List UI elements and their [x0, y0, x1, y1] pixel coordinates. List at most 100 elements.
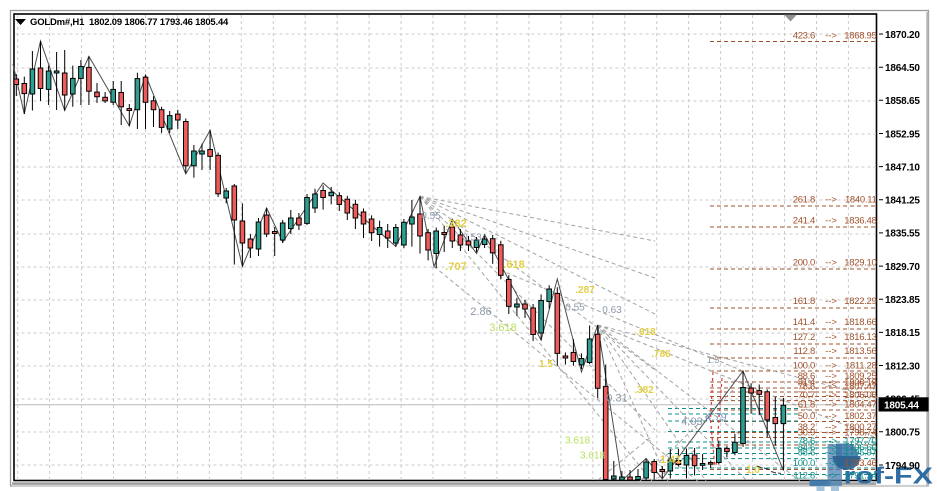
svg-text:1868.95: 1868.95 — [844, 31, 876, 42]
svg-text:4.79: 4.79 — [705, 412, 726, 424]
svg-text:1804.47: 1804.47 — [844, 400, 876, 411]
svg-text:1812.30: 1812.30 — [885, 361, 920, 372]
svg-text:.382: .382 — [445, 218, 466, 230]
svg-text:112.8: 112.8 — [793, 471, 815, 482]
svg-text:-->: --> — [825, 427, 837, 438]
svg-text:84.6: 84.6 — [798, 443, 815, 454]
svg-text:1813.56: 1813.56 — [844, 346, 876, 357]
svg-text:-->: --> — [825, 458, 837, 469]
svg-text:1806.06: 1806.06 — [844, 390, 876, 401]
svg-text:1795.97: 1795.97 — [844, 448, 876, 459]
svg-text:1808.19: 1808.19 — [844, 377, 876, 388]
svg-text:1798.74: 1798.74 — [844, 427, 876, 438]
svg-text:-->: --> — [825, 382, 837, 393]
svg-text:-->: --> — [825, 471, 837, 482]
svg-text:161.8: 161.8 — [793, 296, 815, 307]
svg-text:1818.15: 1818.15 — [885, 328, 920, 339]
svg-text:1.41: 1.41 — [660, 454, 681, 466]
svg-text:.618: .618 — [636, 327, 656, 338]
svg-text:.382: .382 — [634, 385, 654, 396]
svg-text:1793.46: 1793.46 — [844, 458, 876, 469]
svg-text:30.9: 30.9 — [798, 427, 815, 438]
svg-text:1.0: 1.0 — [746, 465, 760, 476]
svg-text:-->: --> — [825, 296, 837, 307]
svg-text:-->: --> — [825, 422, 837, 433]
svg-text:-->: --> — [825, 360, 837, 371]
svg-text:-->: --> — [825, 390, 837, 401]
svg-text:1858.65: 1858.65 — [885, 96, 920, 107]
svg-text:1864.50: 1864.50 — [885, 63, 920, 74]
svg-text:-->: --> — [825, 371, 837, 382]
svg-text:38.2: 38.2 — [798, 422, 815, 433]
svg-text:2.86: 2.86 — [470, 306, 491, 318]
svg-text:141.4: 141.4 — [793, 317, 815, 328]
svg-text:78.6: 78.6 — [798, 436, 815, 447]
svg-text:GOLDm#,H1 1802.09 1806.77 179: GOLDm#,H1 1802.09 1806.77 1793.46 1805.4… — [30, 17, 229, 28]
svg-text:-->: --> — [825, 377, 837, 388]
svg-text:-->: --> — [825, 216, 837, 227]
svg-text:1805.44: 1805.44 — [884, 400, 919, 411]
svg-text:0.55: 0.55 — [421, 211, 441, 222]
svg-text:70.7: 70.7 — [798, 390, 815, 401]
svg-text:1802.37: 1802.37 — [844, 411, 876, 422]
svg-text:1811.28: 1811.28 — [845, 360, 877, 371]
svg-text:1.5: 1.5 — [707, 355, 720, 365]
svg-text:423.6: 423.6 — [793, 31, 815, 42]
svg-text:1841.25: 1841.25 — [885, 196, 920, 207]
svg-text:1.5: 1.5 — [539, 359, 553, 370]
svg-text:1847.10: 1847.10 — [885, 162, 920, 173]
svg-text:1840.11: 1840.11 — [845, 195, 877, 206]
svg-text:1829.10: 1829.10 — [844, 258, 876, 269]
svg-text:-->: --> — [825, 443, 837, 454]
svg-text:1796.60: 1796.60 — [844, 443, 876, 454]
svg-text:1822.29: 1822.29 — [844, 296, 876, 307]
svg-text:127.2: 127.2 — [793, 332, 815, 343]
svg-text:-->: --> — [825, 346, 837, 357]
svg-text:1836.48: 1836.48 — [844, 216, 876, 227]
svg-text:-->: --> — [825, 317, 837, 328]
svg-text:-->: --> — [825, 31, 837, 42]
svg-text:-->: --> — [825, 411, 837, 422]
svg-text:100.0: 100.0 — [793, 458, 815, 469]
svg-text:1807.47: 1807.47 — [844, 382, 876, 393]
svg-text:1823.85: 1823.85 — [885, 295, 920, 306]
svg-text:-->: --> — [825, 436, 837, 447]
svg-text:0.63: 0.63 — [602, 305, 622, 316]
svg-text:0.55: 0.55 — [565, 303, 585, 314]
svg-text:3.618: 3.618 — [565, 436, 590, 447]
svg-text:1870.20: 1870.20 — [885, 30, 920, 41]
svg-text:.786: .786 — [651, 349, 671, 360]
svg-text:rof-FX: rof-FX — [844, 463, 933, 489]
svg-text:1809.25: 1809.25 — [844, 371, 876, 382]
svg-text:1818.66: 1818.66 — [844, 317, 876, 328]
svg-text:61.8: 61.8 — [798, 400, 815, 411]
svg-text:3.618: 3.618 — [580, 451, 605, 462]
svg-text:1816.13: 1816.13 — [844, 332, 876, 343]
svg-text:1791.24: 1791.24 — [844, 471, 876, 482]
svg-text:261.8: 261.8 — [793, 195, 815, 206]
svg-text:88.6: 88.6 — [798, 448, 815, 459]
svg-text:200.0: 200.0 — [793, 258, 815, 269]
svg-text:3.618: 3.618 — [489, 322, 517, 334]
svg-text:-->: --> — [825, 195, 837, 206]
svg-text:1835.55: 1835.55 — [885, 229, 920, 240]
svg-text:88.6: 88.6 — [798, 371, 815, 382]
svg-text:112.8: 112.8 — [793, 346, 815, 357]
svg-text:1829.70: 1829.70 — [885, 262, 920, 273]
svg-text:-->: --> — [825, 258, 837, 269]
svg-text:241.4: 241.4 — [793, 216, 815, 227]
svg-text:1852.95: 1852.95 — [885, 129, 920, 140]
svg-text:-->: --> — [825, 448, 837, 459]
svg-text:0.31: 0.31 — [606, 393, 627, 405]
svg-text:100.0: 100.0 — [793, 360, 815, 371]
svg-text:78.6: 78.6 — [798, 382, 815, 393]
svg-text:1797.70: 1797.70 — [844, 436, 876, 447]
svg-text:.618: .618 — [503, 259, 524, 271]
svg-text:1794.90: 1794.90 — [885, 461, 920, 472]
svg-text:4.93: 4.93 — [681, 416, 702, 428]
svg-text:1800.75: 1800.75 — [885, 428, 920, 439]
svg-text:.287: .287 — [575, 285, 595, 296]
svg-text:.707: .707 — [445, 261, 466, 273]
svg-text:50.0: 50.0 — [798, 411, 815, 422]
svg-text:0.53: 0.53 — [462, 233, 482, 244]
